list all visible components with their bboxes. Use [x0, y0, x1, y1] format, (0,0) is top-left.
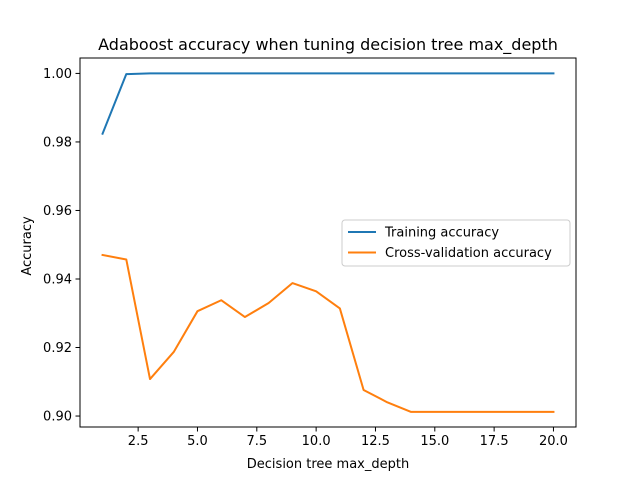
legend-box — [341, 219, 571, 267]
x-tick-label: 2.5 — [128, 434, 149, 449]
x-tick-label: 15.0 — [420, 434, 449, 449]
x-axis-label: Decision tree max_depth — [247, 457, 409, 472]
legend-label-cross-validation-accuracy: Cross-validation accuracy — [385, 246, 552, 261]
x-tick-label: 17.5 — [480, 434, 509, 449]
series-line-cross-validation-accuracy — [101, 253, 555, 413]
x-tick-label: 20.0 — [539, 434, 568, 449]
x-tick-label: 12.5 — [361, 434, 390, 449]
y-tick-label: 0.92 — [43, 341, 72, 356]
x-axis: 2.5 5.0 7.5 10.0 12.5 15.0 17.5 20.0 — [128, 427, 568, 449]
legend-label-training-accuracy: Training accuracy — [384, 226, 499, 241]
y-axis: 0.90 0.92 0.94 0.96 0.98 1.00 — [43, 67, 80, 425]
y-tick-label: 0.98 — [43, 135, 72, 150]
series-layer — [101, 72, 555, 413]
y-axis-label: Accuracy — [20, 216, 35, 276]
y-tick-label: 1.00 — [43, 67, 72, 82]
y-tick-label: 0.96 — [43, 204, 72, 219]
plot-frame — [79, 57, 577, 428]
y-tick-label: 0.94 — [43, 272, 72, 287]
chart-title: Adaboost accuracy when tuning decision t… — [98, 35, 558, 55]
x-tick-label: 10.0 — [302, 434, 331, 449]
x-tick-label: 5.0 — [187, 434, 208, 449]
x-tick-label: 7.5 — [246, 434, 267, 449]
legend: Training accuracy Cross-validation accura… — [341, 219, 571, 267]
series-line-training-accuracy — [101, 72, 555, 136]
y-tick-label: 0.90 — [43, 410, 72, 425]
